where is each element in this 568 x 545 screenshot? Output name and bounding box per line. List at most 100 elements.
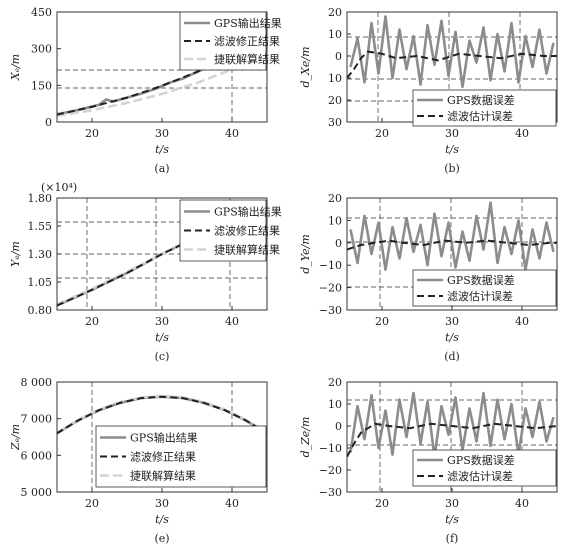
legend-box [412,269,557,307]
x-tick-label: 30 [445,497,459,510]
x-tick-label: 20 [375,497,389,510]
y-tick-label: 300 [31,43,52,56]
x-tick-label: 40 [515,315,529,328]
legend-label: 滤波修正结果 [214,224,280,238]
x-axis-label: t/s [445,331,459,344]
legend-box [412,89,557,127]
legend-label: 滤波修正结果 [130,450,196,464]
series-line-sins [57,52,267,118]
series-line-filter [347,239,557,251]
y-tick-label: 30 [328,116,342,129]
x-tick-label: 20 [375,315,389,328]
x-tick-label: 30 [155,127,169,140]
y-tick-label: 1.80 [28,192,53,205]
y-tick-label: 10 [328,72,342,85]
series-line-gps [349,391,555,459]
legend-box [179,11,267,71]
plot-area [57,394,267,435]
y-axis-label: Zₑ/m [9,424,22,451]
y-tick-label: 10 [328,28,342,41]
y-tick-label: 0 [335,420,342,433]
legend-box [179,199,267,262]
legend-label: 滤波估计误差 [447,289,513,303]
y-tick-label: 0.80 [28,304,53,317]
y-tick-label: 450 [31,6,52,19]
legend-label: 捷联解算结果 [214,243,280,257]
x-axis-label: t/s [155,513,169,526]
x-tick-label: 30 [445,127,459,140]
x-tick-label: 20 [85,497,99,510]
y-tick-label: −20 [319,282,342,295]
x-tick-label: 20 [375,127,389,140]
y-tick-label: 10 [328,214,342,227]
y-tick-label: 20 [328,376,342,389]
x-tick-label: 30 [155,315,169,328]
plot-area [347,201,557,271]
panel-caption: (a) [154,162,169,175]
y-axis-label: Xₑ/m [9,54,22,81]
scale-note: (×10⁴) [41,181,77,194]
legend-label: 滤波估计误差 [447,469,513,483]
y-tick-label: −10 [319,442,342,455]
y-tick-label: 8 000 [21,376,53,389]
y-axis-label: d_Ye/m [299,234,312,274]
series-line-filter [57,34,267,116]
legend-label: 滤波修正结果 [214,34,280,48]
y-tick-label: −30 [319,486,342,499]
x-axis-label: t/s [155,331,169,344]
y-tick-label: 10 [328,398,342,411]
panel-caption: (b) [444,162,460,175]
series-line-filter [57,395,267,435]
x-tick-label: 30 [155,497,169,510]
x-tick-label: 40 [515,497,529,510]
x-axis-label: t/s [155,143,169,156]
panel-d: 20 30 40 −30 −20 −10 0 10 20 t/s d_Ye/m (d) GPS数据误差滤… [299,192,558,363]
x-axis-label: t/s [445,513,459,526]
panel-e: 20 30 40 5 000 6 000 7 000 8 000 t/s Zₑ/m (e) GPS输… [9,376,268,545]
series-line-filter [347,50,557,79]
panel-caption: (c) [155,350,170,363]
legend-label: 捷联解算结果 [214,52,280,66]
panel-f: 20 30 40 −30 −20 −10 0 10 20 t/s d_Ze/m (f) GPS数据误差滤… [299,376,558,545]
legend-box [412,449,557,487]
y-tick-label: 1.30 [28,248,53,261]
x-tick-label: 20 [85,127,99,140]
y-tick-label: 20 [328,192,342,205]
legend-label: GPS输出结果 [214,16,282,30]
panel-a: 20 30 40 0 150 300 450 t/s Xₑ/m (a) GPS输出结果滤波修正结果捷… [9,6,282,175]
y-tick-label: 5 000 [21,486,53,499]
panel-caption: (f) [446,532,459,545]
y-tick-label: −10 [319,259,342,272]
legend-label: GPS输出结果 [214,205,282,219]
y-tick-label: 1.05 [28,276,53,289]
panel-c: 20 30 40 0.80 1.05 1.30 1.55 1.80 t/s Yₑ/m (×10⁴) (… [9,181,282,363]
panel-caption: (d) [444,350,460,363]
y-tick-label: 7 000 [21,413,53,426]
y-tick-label: 0 [45,116,52,129]
x-axis-label: t/s [445,143,459,156]
series-line-gps [349,201,555,271]
y-axis-label: d_Xe/m [299,46,312,87]
x-tick-label: 40 [225,497,239,510]
plot-area [347,15,557,89]
y-tick-label: 20 [328,6,342,19]
y-axis-label: Yₑ/m [9,241,22,267]
series-line-filter [347,422,557,458]
legend-label: GPS数据误差 [447,273,515,287]
legend-label: 捷联解算结果 [130,469,196,483]
x-tick-label: 40 [515,127,529,140]
y-tick-label: 0 [335,237,342,250]
x-tick-label: 40 [225,127,239,140]
y-tick-label: 20 [328,94,342,107]
series-line-gps [349,15,555,89]
y-tick-label: −20 [319,464,342,477]
y-tick-label: 0 [335,50,342,63]
panel-b: 20 30 40 30 20 10 0 10 20 t/s d_Xe/m (b) GPS数据误差滤波估计… [299,6,558,175]
x-tick-label: 40 [225,315,239,328]
x-tick-label: 30 [445,315,459,328]
y-tick-label: 1.55 [28,220,53,233]
legend-label: 滤波估计误差 [447,109,513,123]
y-tick-label: −30 [319,304,342,317]
y-axis-label: d_Ze/m [299,417,312,458]
